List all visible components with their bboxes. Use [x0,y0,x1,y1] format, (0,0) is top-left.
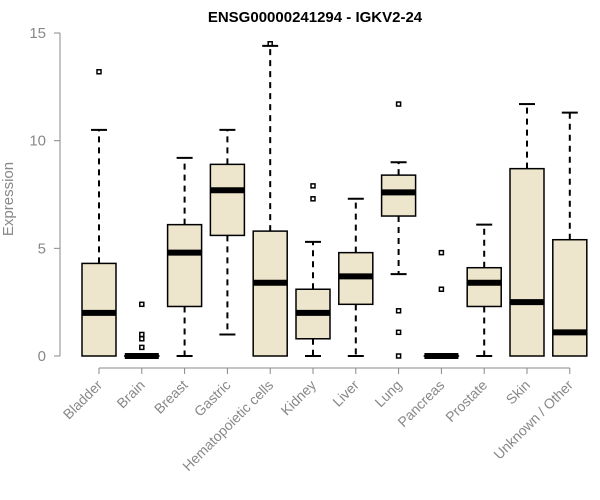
y-tick-label: 10 [29,133,46,150]
boxes [81,41,588,359]
outlier-point [438,249,445,256]
box-hematopoietic-cells [252,41,288,357]
x-tick-label: Lung [371,377,404,410]
x-tick-label: Prostate [442,377,490,425]
box-liver [338,197,374,357]
outlier-point [267,41,273,47]
x-tick-label: Skin [503,377,534,408]
x-tick-label: Breast [151,377,191,417]
box-gastric [209,128,246,336]
x-tick-label: Gastric [191,377,234,420]
x-tick-label: Bladder [60,377,106,423]
box-rect [552,238,588,357]
box-kidney [295,183,331,357]
box-unknown-other [552,111,588,357]
x-tick-label: Brain [113,377,147,411]
outlier-point [139,331,145,338]
x-tick-label: Kidney [278,377,320,419]
outlier-point [395,101,402,107]
box-breast [166,156,203,357]
x-tick-label: Liver [329,377,362,410]
outlier-point [310,183,316,189]
box-rect [466,266,502,308]
y-tick-label: 0 [38,348,46,365]
box-rect [166,223,203,308]
outlier-point [395,353,402,359]
outlier-point [96,69,102,75]
chart-title: ENSG00000241294 - IGKV2-24 [208,9,423,26]
box-skin [509,103,545,357]
outlier-point [139,344,145,351]
box-prostate [466,223,502,357]
box-bladder [81,69,117,357]
box-pancreas [423,249,460,359]
box-rect [81,262,117,357]
outlier-point [139,336,145,342]
outlier-point [395,308,402,314]
y-tick-label: 15 [29,25,46,42]
box-rect [209,163,246,237]
y-axis: 0 5 10 15 [29,25,61,365]
y-tick-label: 5 [38,240,46,257]
outlier-point [139,301,145,308]
outlier-point [438,286,445,292]
box-rect [509,167,545,357]
y-axis-label: Expression [0,162,17,236]
box-brain [124,301,160,359]
box-lung [380,101,417,359]
box-rect [252,230,288,357]
outlier-point [395,329,402,336]
outlier-point [310,196,316,202]
x-tick-label: Unknown / Other [490,377,576,463]
box-rect [380,174,417,217]
x-tick-label: Pancreas [394,377,447,430]
